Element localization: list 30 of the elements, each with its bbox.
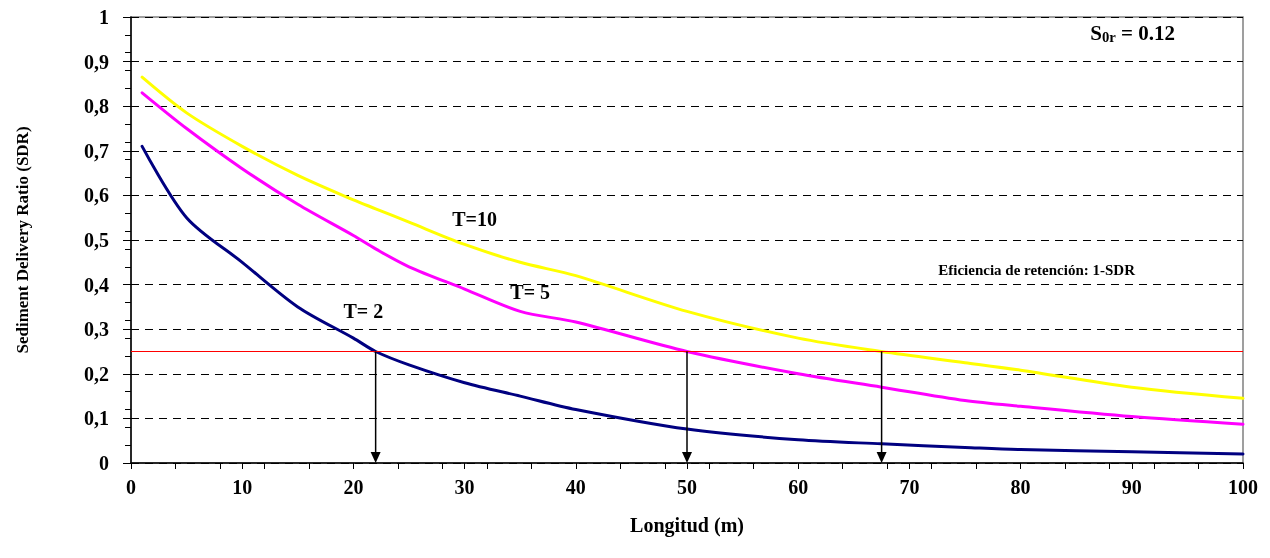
- y-tick-label: 0,2: [84, 362, 109, 385]
- x-tick-label: 50: [677, 476, 697, 498]
- x-tick-label: 20: [343, 476, 364, 498]
- y-tick-label: 0,4: [84, 273, 109, 296]
- line-series: [140, 144, 1245, 456]
- y-axis-title: Sediment Delivery Ratio (SDR): [13, 126, 32, 354]
- y-tick-label: 0,8: [84, 95, 109, 118]
- x-tick-label: 10: [232, 476, 253, 498]
- x-tick-label: 90: [1121, 476, 1142, 498]
- y-tick-label: 0,1: [84, 407, 109, 430]
- y-tick-label: 0,7: [84, 139, 109, 162]
- x-tick-label: 80: [1010, 476, 1031, 498]
- y-tick-label: 0,9: [84, 50, 109, 73]
- y-tick-label: 0,3: [84, 318, 109, 341]
- series-label: T= 5: [510, 281, 551, 304]
- y-tick-label: 0,6: [84, 184, 109, 207]
- y-tick-label: 0: [99, 452, 109, 474]
- x-tick-label: 100: [1228, 476, 1258, 498]
- annotation: S0r = 0.12: [1090, 20, 1175, 45]
- x-tick-label: 70: [899, 476, 920, 498]
- annotation: Eficiencia de retención: 1-SDR: [938, 261, 1136, 278]
- x-axis-title: Longitud (m): [630, 514, 744, 537]
- x-tick-label: 60: [788, 476, 809, 498]
- x-tick-label: 40: [565, 476, 586, 498]
- y-tick-label: 0,5: [84, 229, 109, 251]
- x-tick-label: 30: [454, 476, 475, 498]
- y-tick-label: 1: [99, 6, 109, 28]
- series-label: T= 2: [343, 300, 384, 323]
- x-tick-label: 0: [126, 476, 136, 498]
- series-label: T=10: [452, 208, 497, 231]
